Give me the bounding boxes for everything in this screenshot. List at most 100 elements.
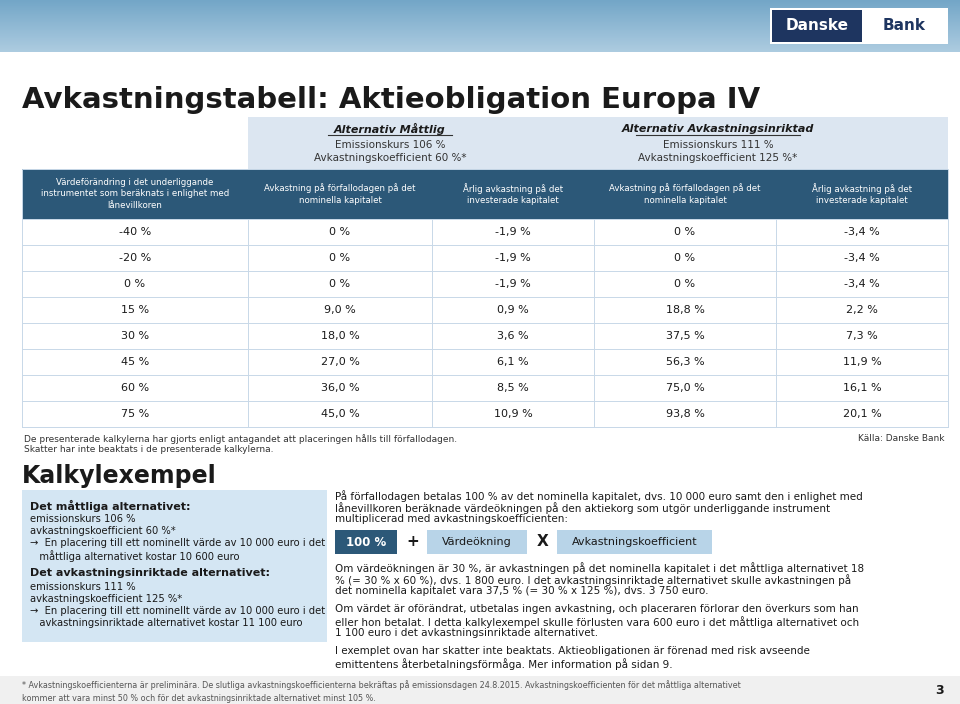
Bar (0, 37, 960, 38)
Bar (0, 25, 960, 26)
Bar (0, 24, 960, 25)
Bar (0, 0, 960, 1)
Bar (0, 47, 960, 48)
Bar (0, 50, 960, 51)
Text: 15 %: 15 % (121, 305, 149, 315)
Bar (22, 401, 948, 427)
Bar (22, 219, 948, 245)
Text: 0 %: 0 % (675, 227, 696, 237)
Text: På förfallodagen betalas 100 % av det nominella kapitalet, dvs. 10 000 euro samt: På förfallodagen betalas 100 % av det no… (335, 490, 863, 502)
Bar (22, 375, 948, 401)
Text: -3,4 %: -3,4 % (844, 279, 880, 289)
Bar (0, 21, 960, 22)
Bar (0, 33, 960, 34)
Text: Avkastningstabell: Aktieobligation Europa IV: Avkastningstabell: Aktieobligation Europ… (22, 86, 760, 114)
Text: 75,0 %: 75,0 % (665, 383, 705, 393)
Text: 8,5 %: 8,5 % (497, 383, 529, 393)
Text: Värdeökning: Värdeökning (443, 537, 512, 547)
Text: 45 %: 45 % (121, 357, 149, 367)
Text: Källa: Danske Bank: Källa: Danske Bank (858, 434, 945, 443)
Text: Alternativ Avkastningsinriktad: Alternativ Avkastningsinriktad (622, 124, 814, 134)
Text: avkastningskoefficient 125 %*: avkastningskoefficient 125 %* (30, 594, 182, 604)
Bar (22, 245, 948, 271)
Bar (248, 117, 948, 169)
Bar (0, 3, 960, 4)
Text: * Avkastningskoefficienterna är preliminära. De slutliga avkastningskoefficiente: * Avkastningskoefficienterna är prelimin… (22, 680, 741, 703)
Text: 1 100 euro i det avkastningsinriktade alternativet.: 1 100 euro i det avkastningsinriktade al… (335, 628, 598, 638)
Bar (0, 44, 960, 45)
Bar (0, 39, 960, 40)
Bar (772, 10, 862, 42)
Text: -1,9 %: -1,9 % (495, 227, 531, 237)
Text: emissionskurs 106 %: emissionskurs 106 % (30, 514, 135, 524)
Text: Bank: Bank (882, 18, 925, 34)
Text: Avkastning på förfallodagen på det
nominella kapitalet: Avkastning på förfallodagen på det nomin… (264, 183, 416, 205)
Text: Om värdeökningen är 30 %, är avkastningen på det nominella kapitalet i det måttl: Om värdeökningen är 30 %, är avkastninge… (335, 562, 864, 574)
Text: Skatter har inte beaktats i de presenterade kalkylerna.: Skatter har inte beaktats i de presenter… (24, 445, 274, 454)
Bar (0, 15, 960, 16)
Text: 100 %: 100 % (346, 536, 386, 548)
Text: Värdeförändring i det underliggande
instrumentet som beräknats i enlighet med
lå: Värdeförändring i det underliggande inst… (41, 178, 229, 210)
Bar (335, 530, 397, 554)
Text: 6,1 %: 6,1 % (497, 357, 529, 367)
Bar (22, 271, 948, 297)
Text: Kalkylexempel: Kalkylexempel (22, 464, 217, 488)
Text: 18,8 %: 18,8 % (665, 305, 705, 315)
Text: 0 %: 0 % (675, 253, 696, 263)
Text: multiplicerad med avkastningskoefficienten:: multiplicerad med avkastningskoefficient… (335, 514, 568, 524)
Text: 93,8 %: 93,8 % (665, 409, 705, 419)
Bar (22, 323, 948, 349)
Text: 0,9 %: 0,9 % (497, 305, 529, 315)
Bar (22, 169, 948, 427)
Bar (0, 36, 960, 37)
Bar (0, 38, 960, 39)
Bar (0, 41, 960, 42)
Bar (22, 297, 948, 323)
Bar (22, 490, 327, 642)
Bar (0, 7, 960, 8)
Bar (0, 46, 960, 47)
Text: 27,0 %: 27,0 % (321, 357, 359, 367)
Text: 10,9 %: 10,9 % (493, 409, 533, 419)
Text: 20,1 %: 20,1 % (843, 409, 881, 419)
Text: -1,9 %: -1,9 % (495, 253, 531, 263)
Text: 7,3 %: 7,3 % (846, 331, 877, 341)
Bar (0, 10, 960, 11)
Text: 0 %: 0 % (329, 227, 350, 237)
Bar (0, 6, 960, 7)
Text: lånevillkoren beräknade värdeökningen på den aktiekorg som utgör underliggande i: lånevillkoren beräknade värdeökningen på… (335, 502, 830, 514)
Text: →  En placering till ett nominellt värde av 10 000 euro i det: → En placering till ett nominellt värde … (30, 538, 325, 548)
Bar (0, 17, 960, 18)
Text: 0 %: 0 % (329, 253, 350, 263)
Text: 56,3 %: 56,3 % (665, 357, 705, 367)
Bar (0, 30, 960, 31)
Text: +: + (407, 534, 420, 550)
Bar (0, 42, 960, 43)
Text: 11,9 %: 11,9 % (843, 357, 881, 367)
Text: emittentens återbetalningsförmåga. Mer information på sidan 9.: emittentens återbetalningsförmåga. Mer i… (335, 658, 673, 670)
Text: -3,4 %: -3,4 % (844, 227, 880, 237)
Bar (0, 29, 960, 30)
Bar (770, 8, 948, 44)
Bar (0, 35, 960, 36)
Bar (0, 2, 960, 3)
Text: De presenterade kalkylerna har gjorts enligt antagandet att placeringen hålls ti: De presenterade kalkylerna har gjorts en… (24, 434, 457, 444)
Text: emissionskurs 111 %: emissionskurs 111 % (30, 582, 135, 592)
Bar (0, 20, 960, 21)
Bar (0, 8, 960, 9)
Text: 0 %: 0 % (675, 279, 696, 289)
Bar (0, 28, 960, 29)
Text: -20 %: -20 % (119, 253, 151, 263)
Text: 37,5 %: 37,5 % (665, 331, 705, 341)
Text: Om värdet är oförändrat, utbetalas ingen avkastning, och placeraren förlorar den: Om värdet är oförändrat, utbetalas ingen… (335, 604, 858, 614)
Text: 60 %: 60 % (121, 383, 149, 393)
Text: Alternativ Måttlig: Alternativ Måttlig (334, 123, 445, 135)
Bar (0, 1, 960, 2)
Bar (557, 530, 712, 554)
Bar (0, 45, 960, 46)
Bar (0, 4, 960, 5)
Text: -40 %: -40 % (119, 227, 151, 237)
Text: eller hon betalat. I detta kalkylexempel skulle förlusten vara 600 euro i det må: eller hon betalat. I detta kalkylexempel… (335, 616, 859, 628)
Bar (0, 14, 960, 15)
Bar (0, 51, 960, 52)
